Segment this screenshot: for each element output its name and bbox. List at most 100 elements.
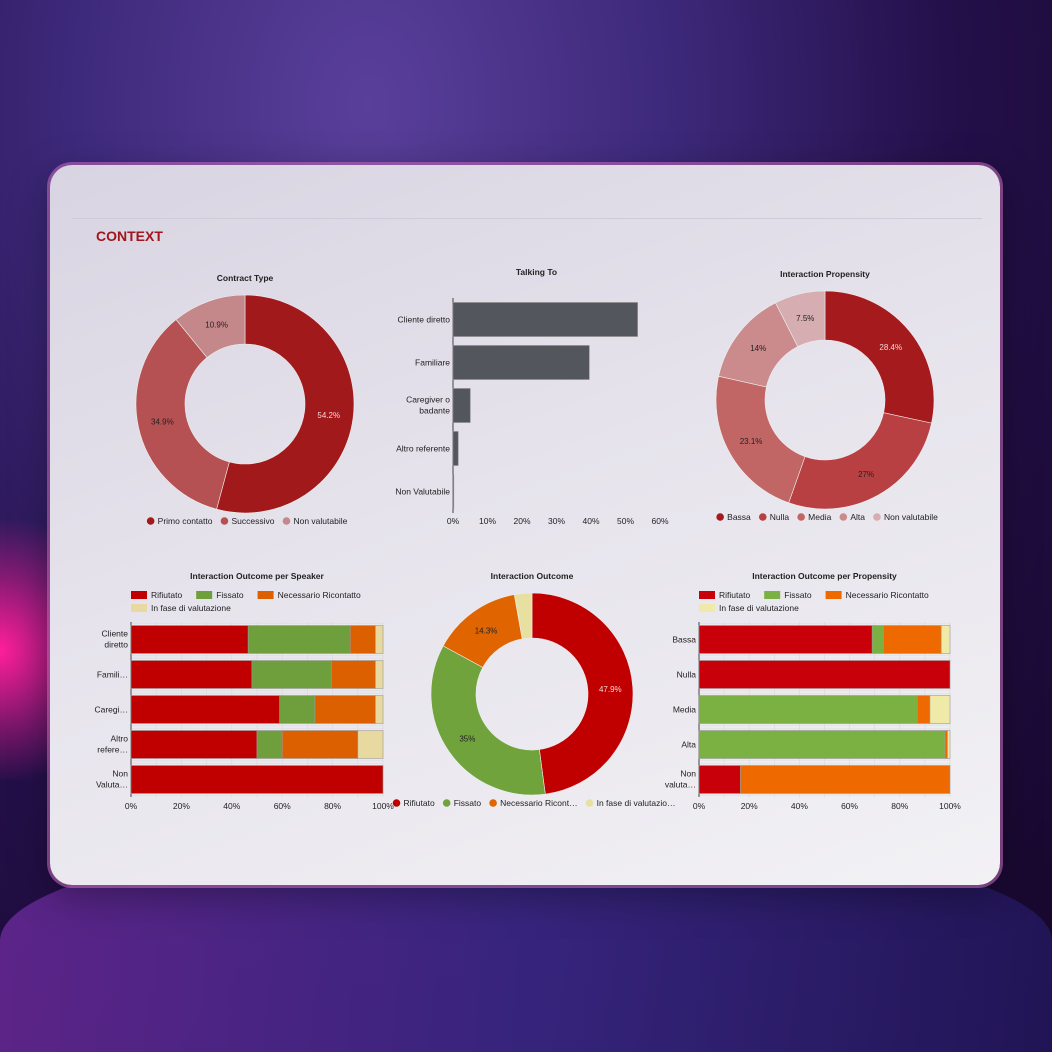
bar-segment [251, 660, 332, 689]
legend-swatch [873, 513, 881, 521]
legend-label: Primo contatto [158, 516, 213, 526]
chart-contract-type: Contract Type 54.2% 34.9% 10.9% Primo contat… [135, 273, 355, 526]
x-tick-label: 100% [372, 801, 394, 811]
bar [452, 388, 471, 423]
category-label: Altro referente [396, 444, 450, 454]
legend-swatch [392, 799, 401, 807]
category-label-line: refere… [97, 745, 128, 755]
category-label-line: Non [112, 769, 128, 779]
legend-swatch [442, 799, 451, 807]
legend-label: Media [808, 512, 831, 522]
legend-item: Non valutabile [282, 516, 348, 526]
bar-segment [130, 730, 258, 759]
bar-segment [130, 625, 249, 654]
x-tick-label: 30% [548, 516, 565, 526]
legend-label: Bassa [727, 512, 751, 522]
x-tick-label: 40% [223, 801, 240, 811]
legend-label: Rifiutato [719, 590, 750, 600]
legend-item: Fissato [442, 798, 482, 808]
legend-label: Fissato [784, 590, 812, 600]
chart-interaction-propensity: Interaction Propensity 28.4% 27% 23.1% 14% 7.… [715, 269, 938, 522]
category-label: Cliente diretto [398, 315, 451, 325]
bar-segment [256, 730, 283, 759]
legend-swatch [196, 591, 213, 599]
legend-label: Non valutabile [293, 516, 347, 526]
donut-slice [513, 592, 533, 640]
slice-label: 10.9% [205, 320, 228, 329]
bar [452, 345, 590, 380]
category-label: Famili… [97, 670, 128, 680]
legend-swatch [585, 799, 594, 807]
donut-slice [216, 294, 355, 514]
category-label-line: diretto [104, 640, 128, 650]
bar-segment [279, 695, 316, 724]
chart-interaction-outcome-per-propensity: Interaction Outcome per PropensityRifiut… [665, 571, 961, 811]
x-tick-label: 100% [939, 801, 961, 811]
donut-slice [715, 375, 806, 504]
donut-slice [531, 592, 634, 795]
legend-item: Primo contatto [146, 516, 213, 526]
slice-label: 35% [459, 735, 475, 744]
section-title: CONTEXT [96, 228, 163, 244]
legend-label: Successivo [231, 516, 274, 526]
slice-label: 28.4% [879, 343, 902, 352]
bar-segment [698, 660, 951, 689]
legend-item: Alta [839, 512, 865, 522]
chart-title: Interaction Outcome per Propensity [752, 571, 897, 581]
bar-segment [698, 730, 946, 759]
slice-label: 34.9% [151, 418, 174, 427]
slice-label: 54.2% [317, 411, 340, 420]
category-label-line: Valuta… [96, 780, 128, 790]
donut-slice [135, 319, 230, 510]
legend-item: Bassa [716, 512, 751, 522]
category-label-line: Cliente [102, 629, 129, 639]
bar-segment [375, 660, 384, 689]
category-label: Altro refere… [97, 734, 128, 755]
divider [72, 218, 982, 219]
legend-swatch [257, 591, 274, 599]
legend-label: In fase di valutazio… [597, 798, 676, 808]
bar-segment [947, 730, 951, 759]
chart-interaction-outcome: Interaction Outcome 47.9% 35% 14.3% Rifiutat… [392, 571, 676, 808]
slice-label: 27% [858, 470, 874, 479]
bar-segment [740, 765, 951, 794]
legend-item: Non valutabile [873, 512, 938, 522]
legend-label: Fissato [454, 798, 482, 808]
category-label: Media [673, 705, 696, 715]
legend-item: Necessario Ricont… [489, 798, 578, 808]
donut-slice [788, 412, 932, 510]
category-label-line: Altro [111, 734, 129, 744]
legend-swatch [839, 513, 848, 521]
x-tick-label: 0% [125, 801, 138, 811]
bar-segment [698, 765, 741, 794]
category-label: Non Valuta… [96, 769, 128, 790]
category-label: Non Valutabile [395, 487, 450, 497]
category-label: Bassa [672, 635, 696, 645]
x-tick-label: 0% [693, 801, 706, 811]
legend-swatch [758, 513, 767, 521]
donut-slice [824, 290, 935, 424]
legend-swatch [282, 517, 291, 525]
category-label-line: Caregiver o [406, 395, 450, 405]
bar-segment [944, 730, 948, 759]
x-tick-label: 80% [324, 801, 341, 811]
chart-title: Interaction Propensity [780, 269, 870, 279]
bar-segment [917, 695, 931, 724]
category-label-line: valuta… [665, 780, 696, 790]
slice-label: 14% [750, 344, 766, 353]
bar-segment [357, 730, 384, 759]
legend-label: Non valutabile [884, 512, 938, 522]
bar-segment [130, 765, 384, 794]
bar-segment [130, 660, 253, 689]
bar-segment [281, 730, 359, 759]
legend-item: Nulla [758, 512, 789, 522]
category-label: Non valuta… [665, 769, 696, 790]
x-tick-label: 20% [513, 516, 530, 526]
donut-slice [775, 290, 826, 347]
bar-segment [331, 660, 376, 689]
legend-swatch [764, 591, 781, 599]
category-label-line: badante [419, 406, 450, 416]
legend-item: Successivo [220, 516, 275, 526]
donut-slice [430, 645, 546, 796]
